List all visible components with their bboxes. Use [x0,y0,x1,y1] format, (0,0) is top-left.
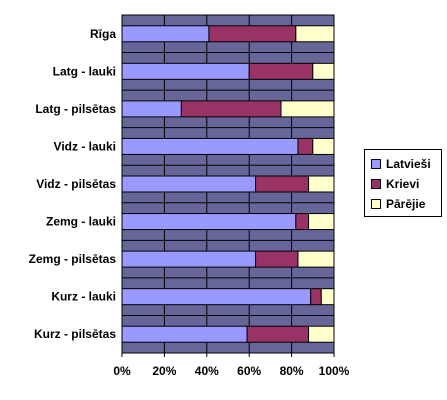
bar-segment [308,325,335,343]
legend-swatch-latviesi [371,159,381,169]
bar-segment [308,213,335,231]
category-label: Zemg - pilsētas [29,252,117,266]
bar-segment [295,213,310,231]
x-tick-label: 20% [152,364,176,378]
bar-segment [297,250,335,268]
legend-swatch-parejie [371,199,381,209]
category-label: Zemg - lauki [46,215,116,229]
bar-segment [308,175,335,193]
bar-segment [248,62,314,80]
bar-segment [312,62,335,80]
x-tick-label: 40% [195,364,219,378]
legend-label-krievi: Krievi [386,177,420,191]
legend-item-latviesi: Latvieši [371,155,431,173]
category-label: Vidz - lauki [54,139,116,153]
x-tick-label: 0% [113,364,131,378]
category-label: Vidz - pilsētas [36,177,116,191]
bar-segment [255,175,310,193]
legend-label-latviesi: Latvieši [386,157,431,171]
bar-segment [208,25,297,43]
bars [121,25,335,343]
legend-item-krievi: Krievi [371,175,419,193]
bar-segment [121,250,257,268]
category-label: Latg - lauki [53,64,116,78]
category-label: Rīga [90,27,116,41]
bar-segment [295,25,335,43]
bar-segment [121,325,248,343]
legend-label-parejie: Pārējie [386,197,426,211]
bar-segment [255,250,299,268]
category-label: Kurz - pilsētas [34,327,116,341]
legend-swatch-krievi [371,179,381,189]
x-tick-label: 80% [280,364,304,378]
category-label: Kurz - lauki [51,290,116,304]
bar-segment [246,325,310,343]
bar-segment [310,288,322,306]
bar-segment [320,288,335,306]
x-tick-label: 60% [237,364,261,378]
bar-segment [280,100,335,118]
x-axis: 0% 20% 40% 60% 80% 100% [113,353,350,378]
bar-segment [121,62,250,80]
bar-segment [180,100,282,118]
bar-segment [121,137,299,155]
category-labels: Rīga Latg - lauki Latg - pilsētas Vidz - la… [29,27,117,341]
legend: Latvieši Krievi Pārējie [364,149,442,217]
bar-segment [121,288,312,306]
bar-segment [121,175,257,193]
legend-item-parejie: Pārējie [371,195,425,213]
bar-segment [312,137,335,155]
bar-segment [121,100,182,118]
bar-segment [121,213,297,231]
x-tick-label: 100% [319,364,350,378]
bar-segment [121,25,210,43]
bar-segment [297,137,314,155]
category-label: Latg - pilsētas [35,102,116,116]
